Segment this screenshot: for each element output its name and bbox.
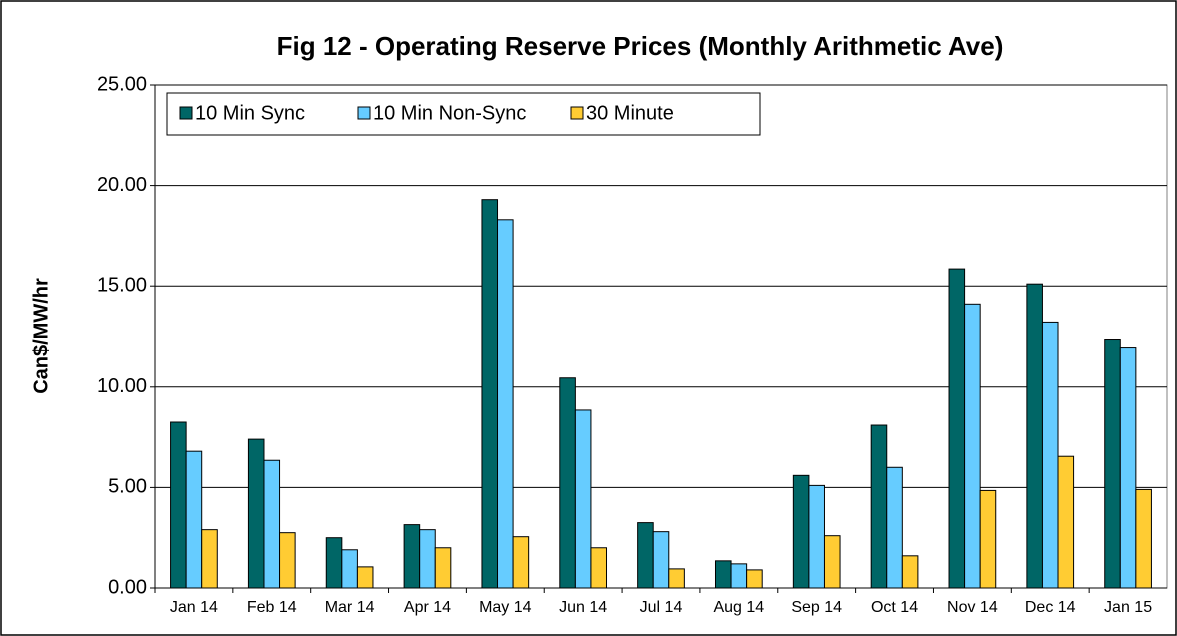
bar <box>512 536 530 589</box>
x-tick-label: Jun 14 <box>559 599 607 616</box>
bar <box>419 529 436 589</box>
bar <box>497 219 514 589</box>
bar <box>325 537 343 589</box>
legend-label: 30 Minute <box>586 102 674 124</box>
bar <box>201 529 218 589</box>
bar <box>901 555 919 589</box>
legend-label: 10 Min Non-Sync <box>373 102 526 124</box>
y-tick-label: 15.00 <box>97 274 147 296</box>
y-tick-label: 20.00 <box>97 174 147 196</box>
x-tick-label: Aug 14 <box>713 599 764 616</box>
bar <box>1057 455 1075 589</box>
bar <box>714 560 732 589</box>
bar <box>746 569 763 589</box>
bar <box>263 459 281 589</box>
bar <box>574 409 592 589</box>
x-tick-label: Feb 14 <box>247 599 297 616</box>
bar <box>823 535 841 589</box>
y-tick-label: 10.00 <box>97 375 147 397</box>
bar <box>279 532 296 589</box>
x-tick-label: Jul 14 <box>640 599 683 616</box>
x-tick-label: Mar 14 <box>325 599 375 616</box>
bar <box>356 566 374 589</box>
legend-box <box>166 92 761 136</box>
x-tick-label: Jan 14 <box>170 599 218 616</box>
bar <box>341 549 358 589</box>
bar <box>481 199 499 589</box>
x-tick-label: Oct 14 <box>871 599 918 616</box>
bar <box>1026 283 1043 589</box>
x-tick-label: Dec 14 <box>1025 599 1076 616</box>
y-axis-label: Can$/MW/hr <box>30 278 52 394</box>
plot-area <box>154 84 1168 589</box>
bar <box>1104 339 1121 589</box>
bar <box>886 466 903 589</box>
bar <box>637 522 654 589</box>
bar <box>403 524 421 589</box>
legend-swatch <box>179 106 193 120</box>
bar <box>730 563 748 589</box>
x-tick-label: Nov 14 <box>947 599 998 616</box>
bar <box>247 438 265 589</box>
legend-swatch <box>570 106 584 120</box>
chart-title: Fig 12 - Operating Reserve Prices (Month… <box>277 31 1004 61</box>
bar <box>185 450 203 589</box>
bar <box>559 377 576 589</box>
bar <box>1041 321 1059 589</box>
bar <box>948 268 966 589</box>
x-tick-label: Jan 15 <box>1104 599 1152 616</box>
y-tick-label: 25.00 <box>97 73 147 95</box>
y-tick-label: 5.00 <box>108 476 147 498</box>
legend-swatch <box>357 106 371 120</box>
bar <box>964 303 981 589</box>
bar <box>1119 347 1137 589</box>
x-tick-label: Apr 14 <box>404 599 451 616</box>
bar <box>434 547 452 589</box>
bar <box>1135 488 1152 589</box>
bar <box>870 424 888 589</box>
bar <box>979 489 997 589</box>
bar <box>590 547 608 589</box>
bar <box>668 568 685 589</box>
legend-label: 10 Min Sync <box>195 102 305 124</box>
x-tick-label: May 14 <box>479 599 532 616</box>
bar <box>792 474 810 589</box>
bar <box>170 421 187 589</box>
y-tick-label: 0.00 <box>108 576 147 598</box>
bar <box>808 484 825 589</box>
x-tick-label: Sep 14 <box>791 599 842 616</box>
bar <box>652 531 670 589</box>
